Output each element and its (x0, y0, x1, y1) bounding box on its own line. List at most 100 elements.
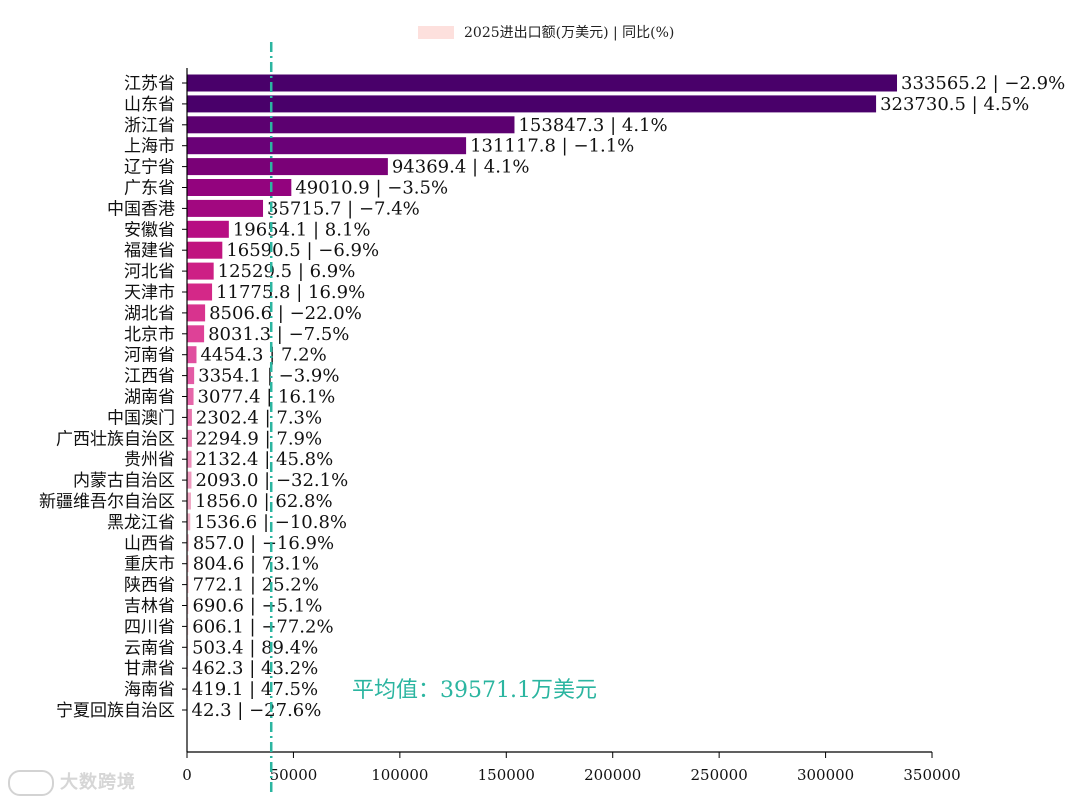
y-tick-label: 甘肃省 (124, 659, 175, 679)
y-tick-label: 河北省 (124, 262, 175, 282)
bar (187, 388, 194, 405)
watermark-text: 大数跨境 (60, 772, 136, 793)
y-tick-label: 山西省 (124, 534, 175, 554)
y-tick-label: 云南省 (124, 638, 175, 658)
data-label: 131117.8 | −1.1% (470, 136, 634, 157)
bar (187, 283, 213, 301)
bar (187, 617, 189, 635)
data-label: 19654.1 | 8.1% (233, 219, 371, 240)
x-tick-label: 250000 (691, 766, 748, 784)
y-tick-label: 湖南省 (124, 388, 175, 408)
data-label: 857.0 | −16.9% (193, 533, 334, 554)
bar (187, 220, 229, 238)
average-label: 平均值：39571.1万美元 (352, 678, 597, 703)
data-label: 49010.9 | −3.5% (295, 178, 448, 199)
watermark-logo-icon (8, 770, 54, 796)
x-tick-label: 0 (182, 766, 192, 784)
y-tick-label: 吉林省 (124, 597, 175, 617)
bar (187, 492, 191, 510)
chart-legend: 2025进出口额(万美元) | 同比(%) (418, 22, 674, 42)
bar (187, 304, 206, 322)
y-tick-label: 江西省 (124, 367, 175, 387)
y-tick-label: 山东省 (124, 95, 175, 115)
data-label: 8506.6 | −22.0% (209, 303, 362, 324)
bar (187, 555, 189, 573)
legend-swatch (418, 25, 454, 39)
y-tick-label: 黑龙江省 (107, 513, 175, 533)
x-tick-label: 350000 (903, 766, 960, 784)
y-tick-label: 广东省 (124, 179, 175, 199)
y-tick-label: 福建省 (124, 241, 175, 261)
data-label: 462.3 | 43.2% (192, 658, 318, 679)
y-tick-label: 内蒙古自治区 (73, 471, 175, 491)
y-tick-label: 中国香港 (107, 199, 175, 219)
y-tick-label: 江苏省 (124, 74, 175, 94)
y-tick-label: 河南省 (124, 346, 175, 366)
data-label: 2294.9 | 7.9% (196, 428, 322, 449)
data-label: 11775.8 | 16.9% (216, 282, 365, 303)
data-label: 2302.4 | 7.3% (196, 407, 322, 428)
data-label: 3354.1 | −3.9% (198, 366, 339, 387)
y-tick-label: 广西壮族自治区 (56, 429, 175, 449)
data-label: 4454.3 | 7.2% (200, 345, 326, 366)
data-label: 35715.7 | −7.4% (267, 198, 420, 219)
y-tick-label: 海南省 (124, 680, 175, 700)
y-tick-label: 上海市 (124, 137, 175, 157)
y-tick-label: 重庆市 (124, 555, 175, 575)
y-tick-label: 陕西省 (124, 576, 175, 596)
bar (187, 597, 189, 614)
watermark: 大数跨境 (8, 768, 136, 796)
y-tick-label: 宁夏回族自治区 (56, 701, 175, 721)
data-label: 42.3 | −27.6% (192, 700, 322, 721)
data-label: 153847.3 | 4.1% (518, 115, 667, 136)
data-label: 94369.4 | 4.1% (392, 157, 530, 178)
bar (187, 74, 898, 92)
bar (187, 346, 197, 364)
bar (187, 116, 515, 134)
x-tick-label: 300000 (797, 766, 854, 784)
y-tick-label: 新疆维吾尔自治区 (39, 492, 175, 512)
data-label: 3077.4 | 16.1% (198, 387, 336, 408)
bar (187, 179, 292, 196)
data-label: 12529.5 | 6.9% (218, 261, 356, 282)
bar (187, 534, 189, 552)
y-tick-label: 天津市 (124, 283, 175, 303)
bar (187, 367, 195, 385)
bar (187, 576, 189, 594)
y-tick-label: 湖北省 (124, 304, 175, 324)
data-label: 804.6 | 73.1% (193, 554, 319, 575)
data-label: 333565.2 | −2.9% (901, 73, 1065, 94)
y-tick-label: 中国澳门 (107, 408, 175, 428)
data-label: 690.6 | −5.1% (192, 596, 322, 617)
x-tick-label: 200000 (584, 766, 641, 784)
x-tick-label: 100000 (371, 766, 428, 784)
data-label: 16590.5 | −6.9% (226, 240, 379, 261)
data-label: 1856.0 | 62.8% (195, 491, 333, 512)
y-tick-label: 安徽省 (124, 220, 175, 240)
bar (187, 262, 214, 280)
y-tick-label: 北京市 (124, 325, 175, 345)
bar (187, 325, 205, 343)
bar (187, 429, 192, 447)
bar (187, 199, 264, 217)
x-tick-label: 150000 (478, 766, 535, 784)
y-tick-label: 辽宁省 (124, 158, 175, 178)
data-label: 323730.5 | 4.5% (880, 94, 1029, 115)
bar (187, 137, 467, 155)
bar (187, 408, 192, 426)
data-label: 2093.0 | −32.1% (195, 470, 348, 491)
y-tick-label: 四川省 (124, 617, 175, 637)
data-label: 419.1 | 47.5% (192, 679, 318, 700)
data-label: 772.1 | 25.2% (193, 575, 319, 596)
bar (187, 513, 191, 531)
bar (187, 471, 192, 489)
data-label: 606.1 | −77.2% (192, 616, 333, 637)
bar (187, 450, 192, 468)
bar (187, 95, 877, 113)
bar (187, 241, 223, 259)
data-label: 2132.4 | 45.8% (196, 449, 334, 470)
legend-label: 2025进出口额(万美元) | 同比(%) (464, 25, 675, 41)
bar (187, 158, 388, 176)
data-label: 503.4 | 89.4% (192, 637, 318, 658)
